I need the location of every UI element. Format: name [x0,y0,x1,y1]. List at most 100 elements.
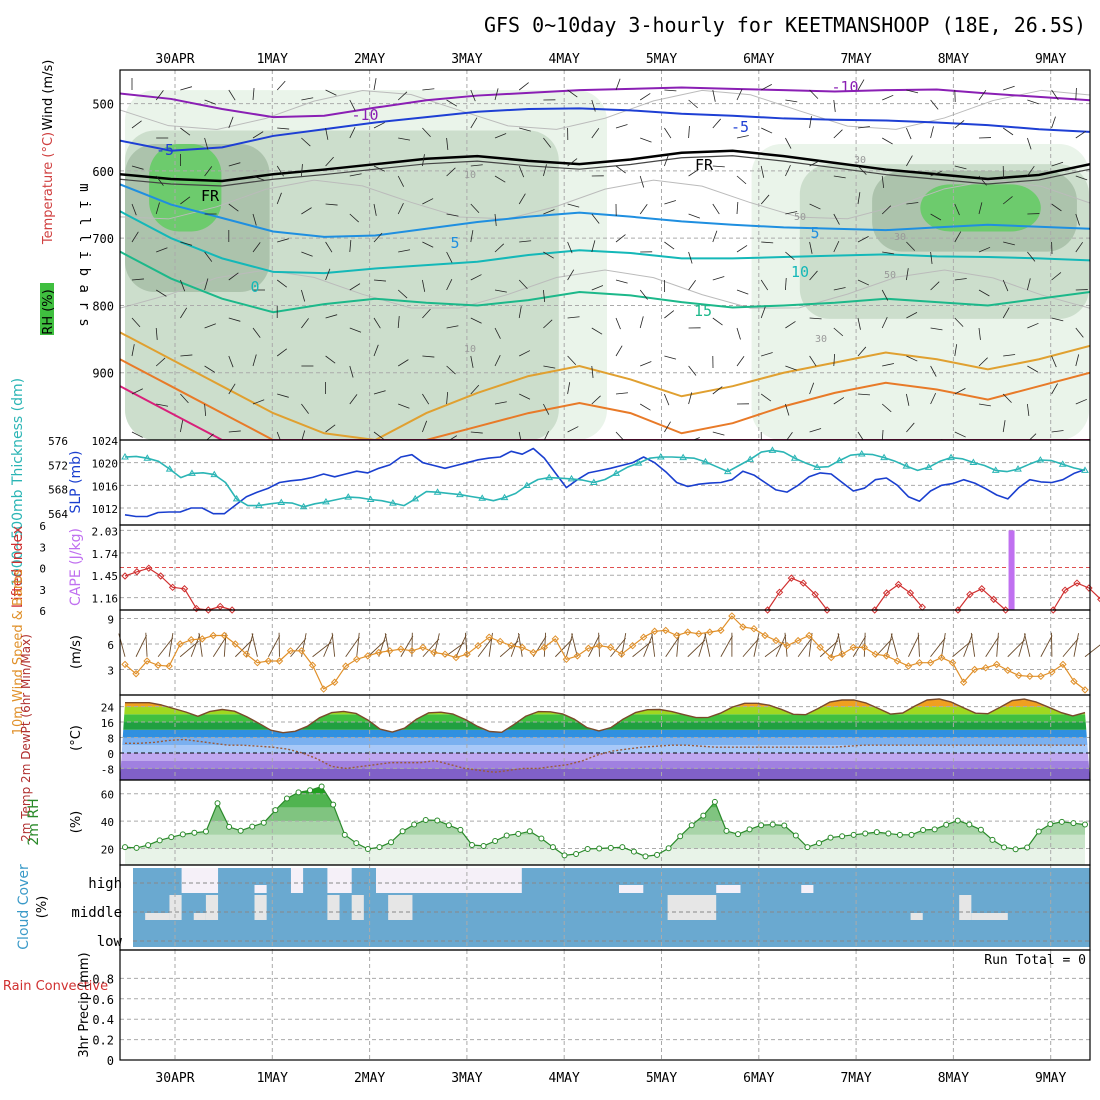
wind-barb [519,350,531,357]
wind-barb [477,637,493,658]
wind-barb [996,632,999,657]
wind-barb [785,365,797,371]
wind-speed-marker [1037,672,1045,681]
rh-marker [1001,844,1008,851]
wind-barb [852,635,867,657]
wind-barb [639,316,644,329]
wind-barb [470,164,483,167]
chart-title: GFS 0~10day 3-hourly for KEETMANSHOOP (1… [484,13,1086,37]
wind-barb [464,632,468,657]
wind-barb [640,442,641,454]
rh-marker [226,823,233,830]
wind-barb [367,640,386,658]
wind-barb [252,354,257,367]
wind-barb [712,89,716,102]
x-tick-label-bottom: 4MAY [549,1071,580,1086]
lifted-index-line [957,588,1006,611]
wind-barb [349,127,356,139]
wind-barb [833,213,840,225]
thickness-marker [478,494,487,501]
wind-speed-marker [882,652,891,660]
wind-barb [615,317,621,330]
wind-barb [1023,633,1031,657]
wind-barb [1051,203,1062,212]
upper-air-plot-area [120,70,1090,454]
wind-barb [963,634,973,657]
wind-barb [228,203,239,212]
wind-barb [1002,279,1009,292]
wind-barb [494,243,505,253]
series-line-slp [124,447,1086,518]
wind-barb [930,365,937,377]
rh-marker [908,831,915,838]
wind-barb [1073,633,1079,657]
wind-barb [131,431,143,438]
rh-marker [596,845,603,852]
wind-barb [422,393,430,405]
wind-barb [204,365,215,373]
wind-barb [809,428,822,433]
wind-barb [494,401,507,405]
rh-marker [850,831,857,838]
wind-barb [1051,355,1057,368]
wind-barb [470,230,474,243]
wind-barb [398,403,410,409]
rh-marker [434,817,441,824]
lifted-index-line [1052,582,1100,611]
wind-barb [252,327,261,338]
thickness-marker [522,481,531,489]
wind-barb [610,637,626,658]
wind-barb [251,633,258,657]
rh-marker [758,822,765,829]
wind-barb [276,80,286,91]
wind-barb [470,431,483,434]
wind-barb [651,632,656,657]
wind-barb [253,442,263,448]
wind-speed-marker [948,658,957,667]
wind-barb [930,637,946,658]
wind-barb [543,403,550,415]
lifted-index-marker [1097,596,1100,603]
x-tick-label-top: 9MAY [1035,52,1066,67]
x-tick-label-bottom: 8MAY [938,1071,969,1086]
wind-barb [204,323,216,329]
wind-barb [543,137,552,148]
wind-barb [373,390,386,395]
wind-barb [761,241,774,244]
wind-speed-marker [915,658,924,667]
wind-barb [837,633,843,657]
wind-barb [760,279,769,291]
rh-marker [896,831,903,838]
rh-marker [168,834,175,841]
cloud-clear-high [181,868,219,893]
x-tick-label-top: 6MAY [743,52,774,67]
wind-barb [881,316,888,329]
wind-barb [664,421,671,433]
rh-marker [468,841,475,848]
temperature-contour-label: FR [695,156,714,174]
wind-barb [785,278,787,291]
wind-barb [567,89,578,98]
wind-barb [664,200,676,205]
cloud-clear-high [376,868,522,893]
wind-barb [978,89,987,101]
rh-marker [954,817,961,824]
precip-ylabel-units: 3hr Precip (mm) [77,952,92,1057]
wind-barb [591,395,601,405]
wind-speed-marker [606,643,615,652]
wind-barb [277,238,289,243]
rh-marker [214,800,221,807]
rh-band [125,848,1085,865]
wind-barb [446,325,459,329]
rh-marker [665,845,672,852]
y-tick-label-right: 1.45 [92,570,119,583]
wind-barb [882,94,894,101]
lifted-index-marker [228,606,236,614]
wind-barb [712,276,725,281]
wind-speed-marker [827,653,835,662]
wind-barb [378,633,387,657]
wind-speed-marker [507,641,515,650]
rh-contour-label: 10 [464,170,476,181]
temperature-band [120,752,1090,761]
wind-barb [446,251,453,263]
